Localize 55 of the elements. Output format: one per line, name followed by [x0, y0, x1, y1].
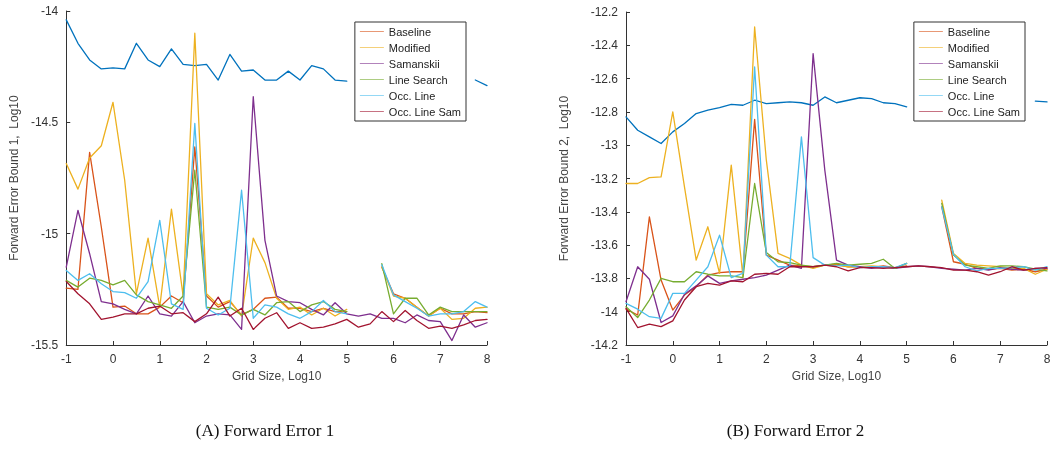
y-tick-label: -15 [40, 226, 59, 241]
legend-label: Line Search [388, 73, 448, 86]
y-tick-label: -13.2 [590, 171, 619, 186]
y-tick-label: -12.6 [590, 71, 619, 86]
legend-label: Occ. Line Sam [947, 105, 1020, 118]
y-axis-title: Forward Error Bound 2, Log10 [557, 95, 571, 262]
y-axis-title: Forward Error Bound 1, Log10 [7, 94, 21, 261]
x-tick-label: 0 [669, 352, 677, 366]
x-tick-label: 8 [483, 352, 491, 366]
y-tick-label: -13.8 [590, 271, 619, 286]
y-tick-label: -12.2 [590, 5, 619, 19]
legend-label: Baseline [947, 25, 991, 38]
x-tick-label: 1 [156, 352, 164, 366]
legend-label: Modified [388, 41, 431, 54]
x-tick-label: 4 [856, 352, 864, 366]
text: (A) Forward Error 1 [195, 421, 335, 440]
x-tick-label: 8 [1043, 352, 1051, 366]
text: (B) Forward Error 2 [726, 421, 865, 440]
y-tick-label: -14.2 [590, 338, 619, 352]
legend-label: Occ. Line [388, 89, 436, 102]
x-tick-label: 3 [249, 352, 257, 366]
y-tick-label: -14 [600, 304, 619, 319]
x-tick-label: 2 [203, 352, 211, 366]
y-tick-label: -15.5 [30, 338, 59, 352]
legend-label: Samanskii [947, 57, 999, 70]
line-series [625, 264, 1048, 329]
x-tick-label: 4 [296, 352, 304, 366]
x-tick-label: 5 [903, 352, 911, 366]
x-tick-label: 5 [343, 352, 351, 366]
legend-label: Samanskii [388, 57, 440, 70]
x-tick-label: 1 [716, 352, 724, 366]
y-tick-label: -13.6 [590, 238, 619, 253]
x-axis-title: Grid Size, Log10 [231, 368, 322, 383]
y-tick-label: -12.8 [590, 104, 619, 119]
y-tick-label: -13 [600, 138, 619, 153]
x-tick-label: 3 [809, 352, 817, 366]
x-tick-label: 7 [996, 352, 1004, 366]
x-tick-label: -1 [60, 352, 72, 366]
y-tick-label: -13.4 [590, 204, 619, 219]
legend-label: Baseline [388, 25, 432, 38]
x-tick-label: -1 [620, 352, 632, 366]
x-tick-label: 7 [436, 352, 444, 366]
x-tick-label: 6 [950, 352, 958, 366]
legend-label: Occ. Line [947, 89, 995, 102]
legend-label: Modified [947, 41, 990, 54]
x-tick-label: 6 [390, 352, 398, 366]
y-tick-label: -14 [40, 4, 59, 18]
y-tick-label: -14.5 [30, 115, 59, 130]
line-series [65, 280, 488, 331]
x-tick-label: 0 [109, 352, 117, 366]
y-tick-label: -12.4 [590, 38, 619, 53]
legend-label: Occ. Line Sam [388, 105, 461, 118]
x-tick-label: 2 [762, 352, 770, 366]
x-axis-title: Grid Size, Log10 [791, 368, 882, 383]
legend-label: Line Search [947, 73, 1007, 86]
